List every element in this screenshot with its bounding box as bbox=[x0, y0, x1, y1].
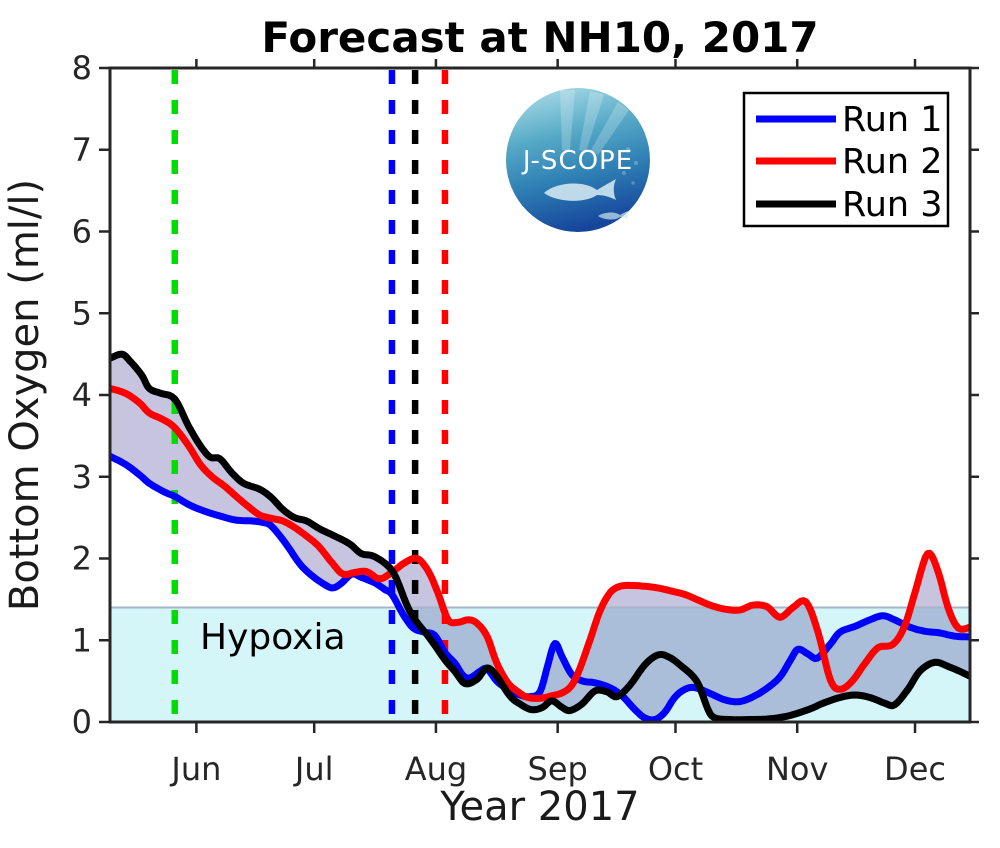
x-axis-label: Year 2017 bbox=[439, 784, 639, 830]
x-tick-label: Oct bbox=[648, 750, 703, 788]
y-tick-label: 2 bbox=[72, 540, 92, 578]
y-tick-label: 7 bbox=[72, 131, 92, 169]
y-tick-label: 8 bbox=[72, 49, 92, 87]
logo-fish-icon bbox=[544, 179, 616, 201]
x-tick-label: Jul bbox=[293, 750, 334, 788]
chart-title: Forecast at NH10, 2017 bbox=[261, 13, 818, 62]
logo-light-rays bbox=[560, 90, 629, 155]
y-tick-label: 3 bbox=[72, 458, 92, 496]
x-tick-label: Sep bbox=[528, 750, 588, 788]
legend: Run 1 Run 2 Run 3 bbox=[742, 91, 950, 228]
runs-envelope-band bbox=[110, 354, 970, 720]
series-line-run-2 bbox=[110, 385, 970, 702]
logo-bubbles bbox=[622, 147, 638, 185]
logo-small-fish-icon bbox=[598, 211, 628, 220]
plot-area: Jun Jul Aug Sep Oct Nov Dec 0 1 2 3 4 5 6 7 8 bbox=[72, 49, 979, 788]
y-tick-label: 4 bbox=[72, 376, 92, 414]
legend-label-run3: Run 3 bbox=[842, 185, 943, 225]
x-tick-label: Dec bbox=[884, 750, 946, 788]
hypoxia-label: Hypoxia bbox=[200, 617, 346, 658]
x-tick-label: Nov bbox=[766, 750, 828, 788]
y-tick-label: 6 bbox=[72, 213, 92, 251]
y-axis-label: Bottom Oxygen (ml/l) bbox=[2, 179, 48, 611]
logo-text: J-SCOPE bbox=[521, 146, 633, 176]
jscope-logo: J-SCOPE bbox=[506, 88, 650, 232]
y-tick-label: 0 bbox=[72, 703, 92, 741]
x-tick-label: Aug bbox=[405, 750, 467, 788]
legend-label-run2: Run 2 bbox=[842, 142, 943, 182]
y-tick-label: 1 bbox=[72, 621, 92, 659]
x-tick-label: Jun bbox=[169, 750, 221, 788]
y-tick-label: 5 bbox=[72, 294, 92, 332]
series-line-run-3 bbox=[110, 350, 970, 722]
legend-label-run1: Run 1 bbox=[842, 100, 943, 140]
